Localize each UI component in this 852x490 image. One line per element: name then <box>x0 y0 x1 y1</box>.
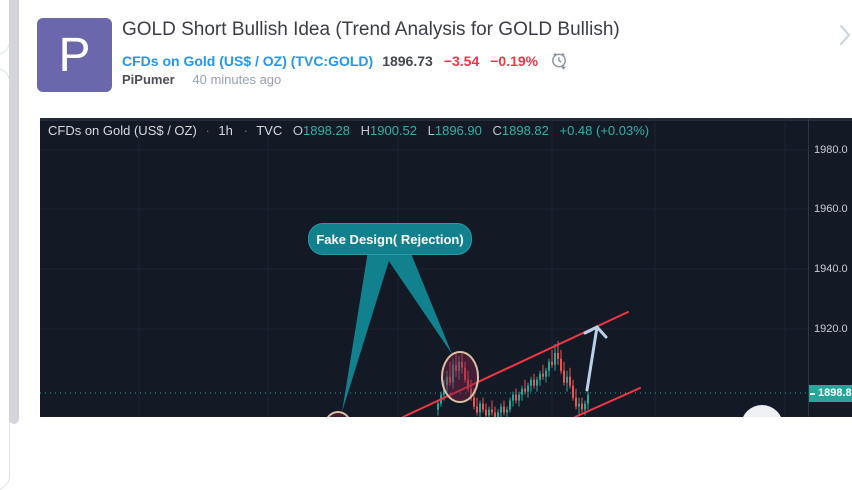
avatar[interactable]: P <box>37 18 112 92</box>
legend-high-value: 1900.52 <box>370 123 417 138</box>
last-price-value: 1898.8 <box>818 387 852 399</box>
next-chevron-icon[interactable] <box>839 24 851 51</box>
avatar-letter: P <box>58 28 91 82</box>
legend-interval: 1h <box>218 123 233 138</box>
y-axis-tick: 1960.0 <box>814 203 848 215</box>
price-change: −3.54 <box>443 52 480 69</box>
scrollbar[interactable] <box>9 0 19 424</box>
callout-label[interactable]: Fake Design( Rejection) <box>308 223 472 255</box>
chart-widget[interactable]: CFDs on Gold (US$ / OZ) · 1h · TVC O1898… <box>40 118 852 417</box>
price-tick-mark <box>810 392 815 395</box>
last-price: 1896.73 <box>382 52 433 69</box>
time-ago: 40 minutes ago <box>192 72 282 87</box>
y-axis-tick: 1940.0 <box>814 263 848 275</box>
symbol-link[interactable]: CFDs on Gold (US$ / OZ) (TVC:GOLD) <box>122 52 374 69</box>
price-change-percent: −0.19% <box>490 52 539 69</box>
legend-open-value: 1898.28 <box>302 123 350 138</box>
legend-separator: · <box>243 123 248 138</box>
byline-row: PiPumer 40 minutes ago <box>122 72 281 87</box>
legend-change: +0.48 (+0.03%) <box>559 123 650 138</box>
y-axis-tick: 1980.0 <box>814 144 848 156</box>
price-axis-border <box>808 118 809 417</box>
legend-open-label: O <box>292 123 303 138</box>
legend-close-label: C <box>492 123 502 138</box>
legend-exchange: TVC <box>256 123 283 138</box>
idea-title[interactable]: GOLD Short Bullish Idea (Trend Analysis … <box>122 19 620 40</box>
legend-symbol: CFDs on Gold (US$ / OZ) <box>48 123 197 138</box>
legend-low-value: 1896.90 <box>434 123 482 138</box>
add-alert-clock-icon[interactable] <box>549 50 570 71</box>
chart-canvas[interactable] <box>40 118 852 417</box>
legend-low-label: L <box>427 123 435 138</box>
legend-high-label: H <box>360 123 370 138</box>
author-link[interactable]: PiPumer <box>122 72 175 87</box>
legend-separator: · <box>205 123 210 138</box>
symbol-row: CFDs on Gold (US$ / OZ) (TVC:GOLD) 1896.… <box>122 50 570 71</box>
chart-legend: CFDs on Gold (US$ / OZ) · 1h · TVC O1898… <box>48 123 649 138</box>
last-price-label: 1898.8 <box>809 385 852 402</box>
legend-close-value: 1898.82 <box>501 123 549 138</box>
y-axis-tick: 1920.0 <box>814 323 848 335</box>
chart-top-border <box>40 118 852 121</box>
